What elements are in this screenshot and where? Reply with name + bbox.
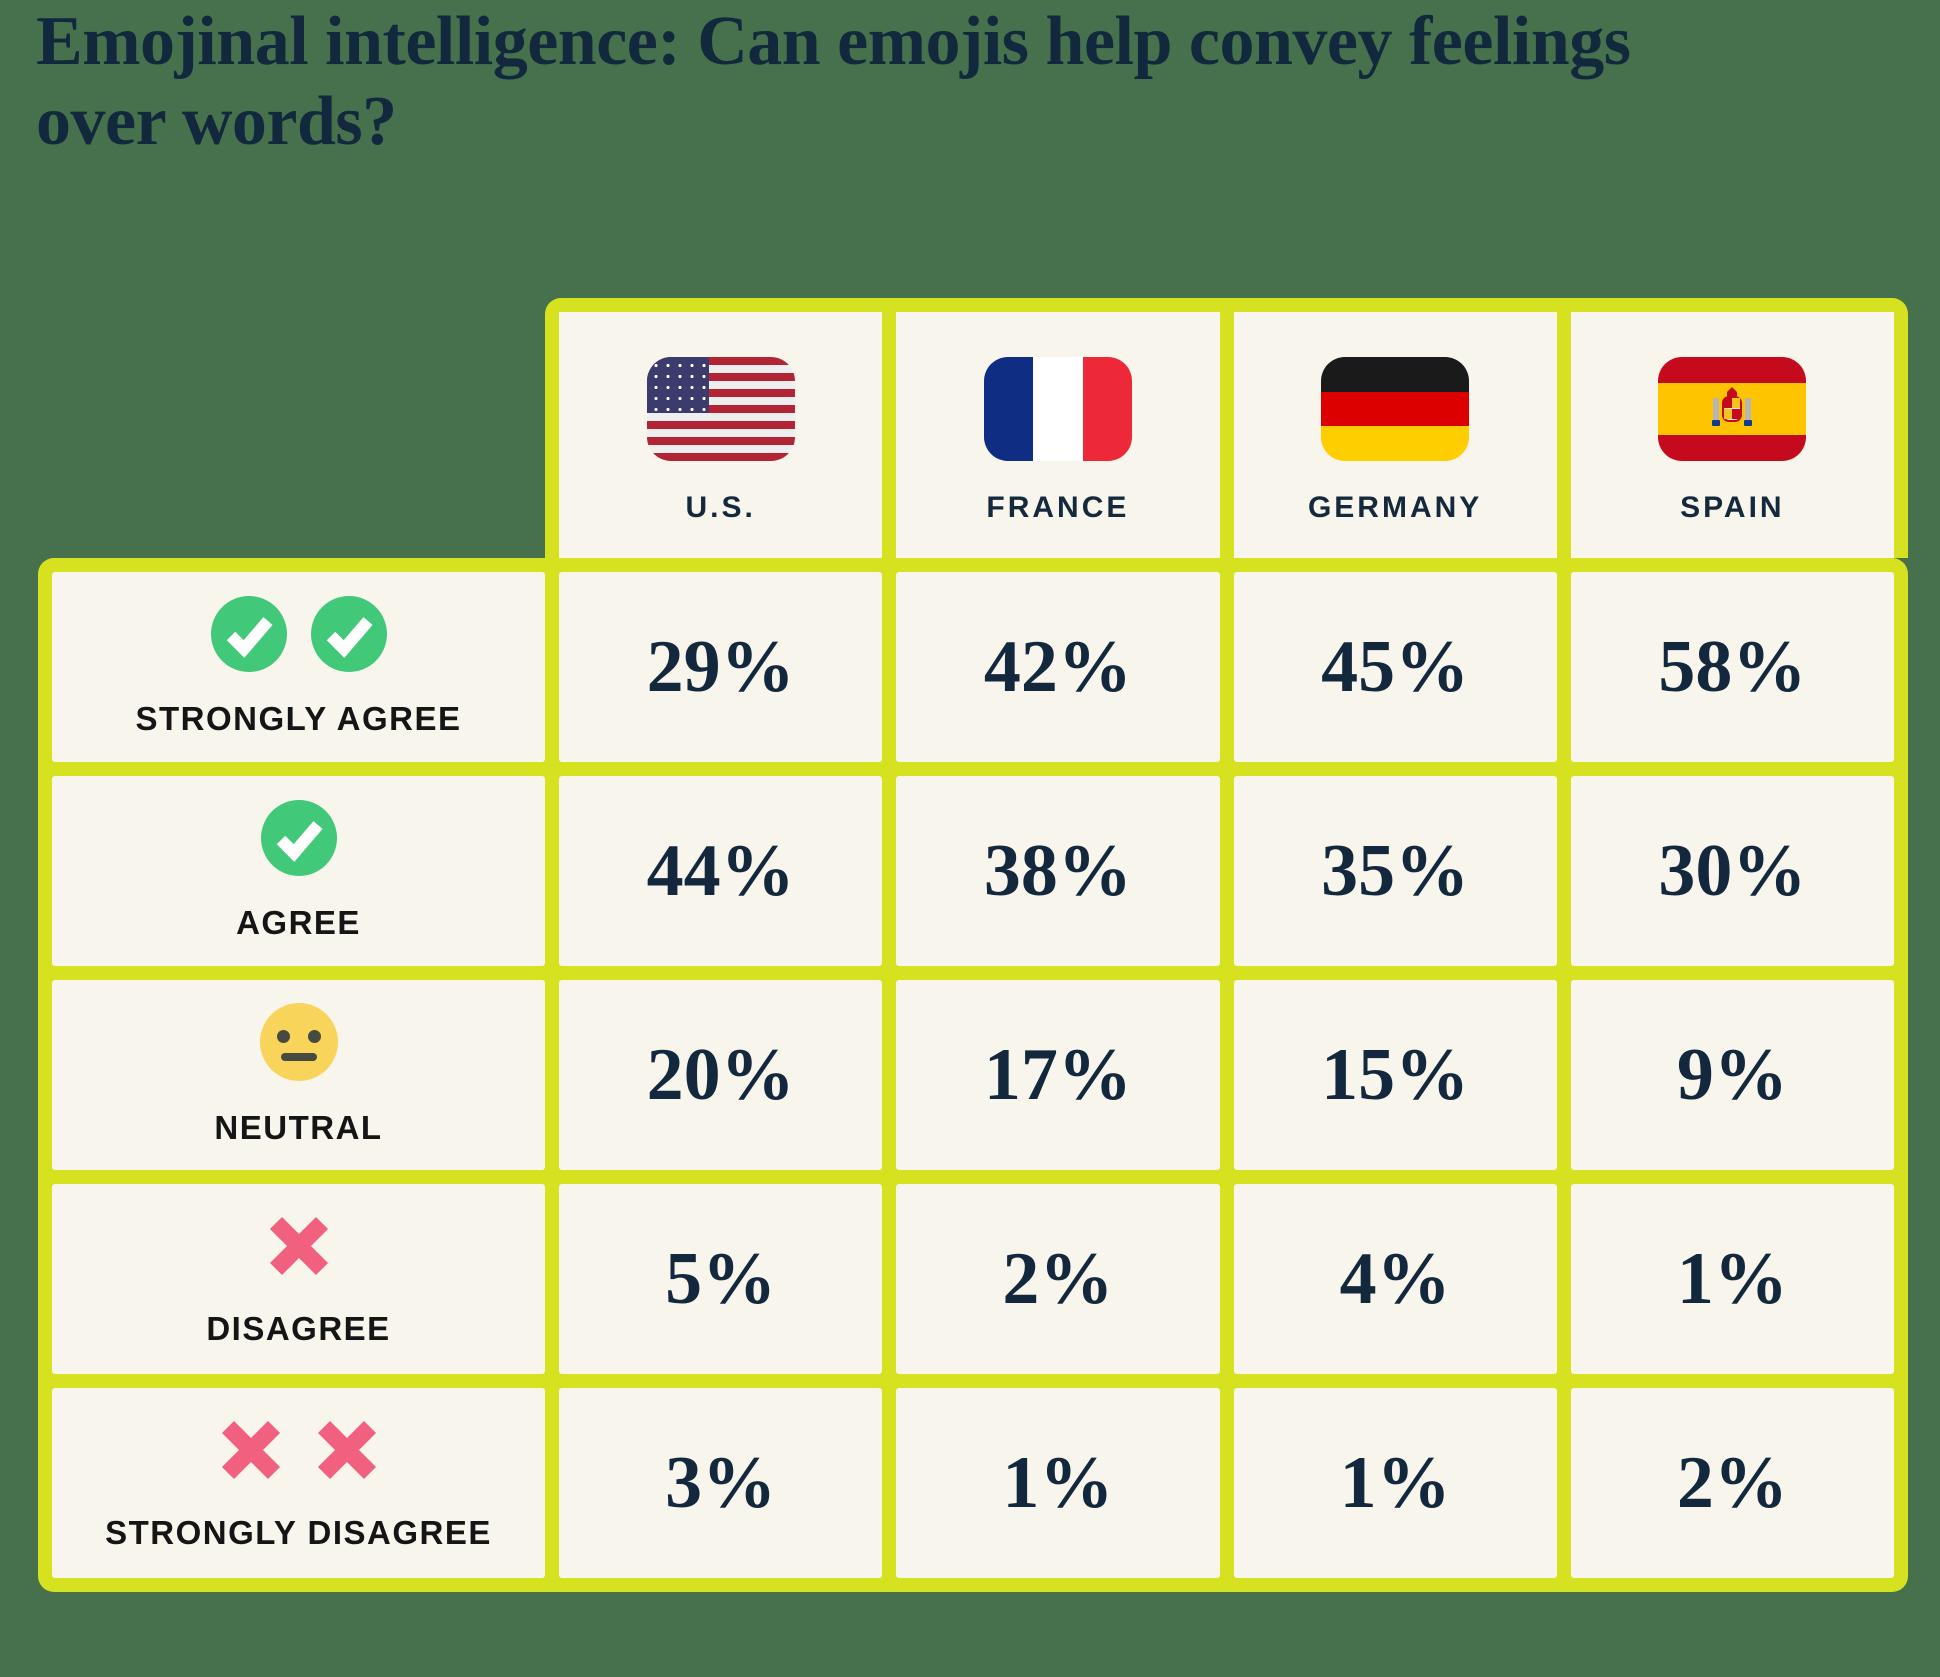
icon-row	[215, 1414, 383, 1486]
cell-disagree-germany: 4%	[1233, 1184, 1557, 1374]
row-label: AGREE	[236, 904, 361, 941]
page-title: Emojinal intelligence: Can emojis help c…	[36, 3, 1631, 160]
cell-disagree-france: 2%	[896, 1184, 1220, 1374]
cell-agree-germany: 35%	[1233, 776, 1557, 966]
cell-neutral-germany: 15%	[1233, 980, 1557, 1170]
cell-disagree-us: 5%	[559, 1184, 883, 1374]
column-header-spain: SPAIN	[1570, 312, 1894, 558]
cell-strongly-disagree-spain: 2%	[1570, 1388, 1894, 1578]
cell-neutral-us: 20%	[559, 980, 883, 1170]
cross-icon	[317, 1420, 376, 1480]
column-label: SPAIN	[1680, 491, 1785, 524]
column-label: GERMANY	[1307, 491, 1483, 524]
row-header-agree: AGREE	[52, 776, 545, 966]
row-label: STRONGLY AGREE	[135, 700, 462, 737]
cell-agree-france: 38%	[896, 776, 1220, 966]
column-header-france: FRANCE	[896, 312, 1220, 558]
row-header-neutral: NEUTRAL	[52, 980, 545, 1170]
cross-icon	[269, 1216, 328, 1276]
row-label: STRONGLY DISAGREE	[105, 1514, 492, 1551]
row-header-disagree: DISAGREE	[52, 1184, 545, 1374]
cell-neutral-spain: 9%	[1570, 980, 1894, 1170]
france-flag-icon	[983, 357, 1132, 461]
icon-row	[210, 596, 387, 672]
cell-strongly-agree-spain: 58%	[1570, 572, 1894, 762]
cell-strongly-agree-us: 29%	[559, 572, 883, 762]
cell-neutral-france: 17%	[896, 980, 1220, 1170]
icon-row	[263, 1210, 335, 1282]
cell-strongly-disagree-us: 3%	[559, 1388, 883, 1578]
icon-row	[259, 1003, 338, 1081]
table-column-headers: U.S. FRANCE GERMANY	[545, 298, 1908, 558]
neutral-face-icon	[259, 1003, 338, 1081]
cell-agree-spain: 30%	[1570, 776, 1894, 966]
spain-crest	[1712, 387, 1753, 426]
cell-agree-us: 44%	[559, 776, 883, 966]
column-label: FRANCE	[986, 491, 1130, 524]
row-label: NEUTRAL	[214, 1109, 383, 1146]
cell-strongly-agree-germany: 45%	[1233, 572, 1557, 762]
cross-icon	[221, 1420, 280, 1480]
column-label: U.S.	[685, 491, 756, 524]
row-label: DISAGREE	[206, 1310, 391, 1347]
spain-flag-icon	[1658, 357, 1807, 461]
germany-flag-icon	[1321, 357, 1470, 461]
cell-strongly-agree-france: 42%	[896, 572, 1220, 762]
icon-row	[260, 800, 337, 876]
cell-strongly-disagree-germany: 1%	[1233, 1388, 1557, 1578]
check-circle-icon	[210, 596, 287, 672]
check-circle-icon	[310, 596, 387, 672]
row-header-strongly-disagree: STRONGLY DISAGREE	[52, 1388, 545, 1578]
cell-disagree-spain: 1%	[1570, 1184, 1894, 1374]
us-flag-icon	[646, 357, 795, 461]
column-header-us: U.S.	[559, 312, 883, 558]
check-circle-icon	[260, 800, 337, 876]
row-header-strongly-agree: STRONGLY AGREE	[52, 572, 545, 762]
column-header-germany: GERMANY	[1233, 312, 1557, 558]
table-body: STRONGLY AGREE 29% 42% 45% 58% AGREE 44%…	[38, 558, 1908, 1592]
cell-strongly-disagree-france: 1%	[896, 1388, 1220, 1578]
